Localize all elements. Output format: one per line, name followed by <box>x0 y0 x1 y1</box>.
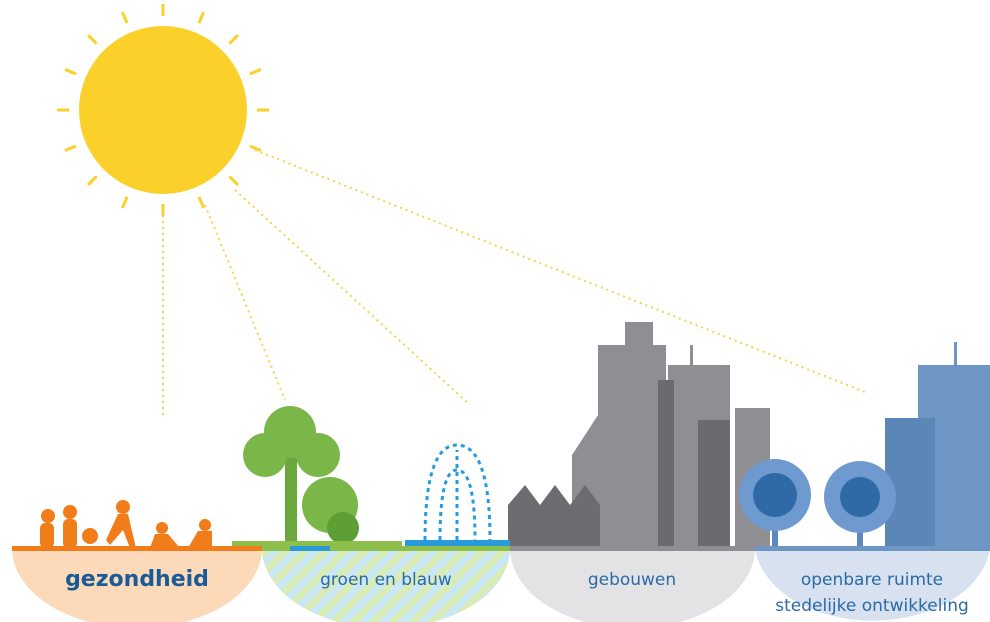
ground-water <box>290 546 330 551</box>
buildings <box>508 322 770 548</box>
sun-ray <box>88 176 96 184</box>
ground-health <box>12 546 262 551</box>
label-public-space: openbare ruimte <box>801 570 943 590</box>
sun-ray <box>229 176 237 184</box>
ground-buildings <box>510 546 755 551</box>
sun-ray <box>122 12 127 23</box>
sun-ray <box>65 69 76 74</box>
people <box>40 500 212 548</box>
sun-ray <box>65 146 76 151</box>
sun-ray <box>199 12 204 23</box>
sun <box>79 26 247 194</box>
sun-ray <box>250 69 261 74</box>
blue-buildings <box>885 342 990 548</box>
pool <box>405 540 510 547</box>
label-health: gezondheid <box>65 567 209 592</box>
sun-ray <box>122 197 127 208</box>
label-urban-development: stedelijke ontwikkeling <box>775 596 969 616</box>
ground-public <box>755 546 990 551</box>
green-trees <box>232 406 402 548</box>
sun-ray <box>199 197 204 208</box>
illustration: gezondheid groen en blauw gebouwen openb… <box>0 0 990 622</box>
label-buildings: gebouwen <box>588 570 676 590</box>
sun-beams <box>163 150 865 415</box>
sun-ray <box>229 35 237 43</box>
sun-ray <box>88 35 96 43</box>
fountain <box>425 445 490 540</box>
label-green-blue: groen en blauw <box>320 570 452 590</box>
